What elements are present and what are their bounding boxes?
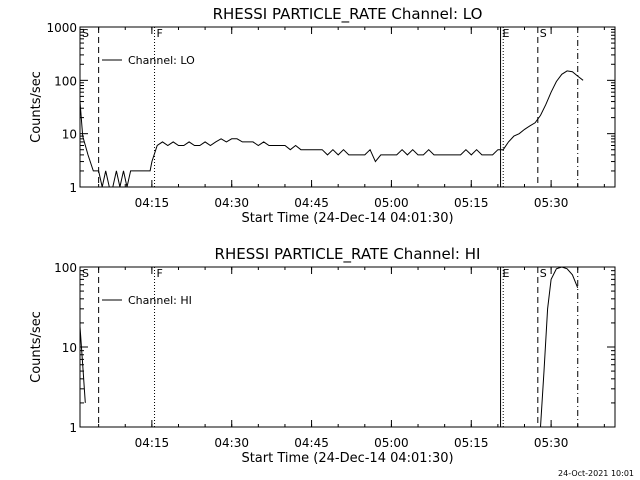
x-tick-label: 05:30 (534, 196, 569, 210)
x-tick-label: 04:15 (135, 436, 170, 450)
event-marker-label: S (540, 27, 547, 40)
x-tick-label: 05:00 (374, 436, 409, 450)
y-axis-label: Counts/sec (29, 71, 44, 143)
event-marker-label: S (82, 267, 89, 280)
series-line (540, 267, 579, 427)
x-axis-label: Start Time (24-Dec-14 04:01:30) (241, 451, 453, 466)
legend-entry-label: Channel: LO (128, 54, 195, 67)
plot-frame (79, 266, 616, 428)
y-axis-label: Counts/sec (29, 311, 44, 383)
y-tick-label: 10 (62, 128, 77, 142)
event-marker-label: F (157, 27, 163, 40)
legend-entry-label: Channel: HI (128, 294, 192, 307)
event-marker-label: E (503, 27, 510, 40)
y-tick-label: 1 (69, 181, 77, 195)
series-group (80, 70, 584, 187)
event-marker-label: F (157, 267, 163, 280)
timestamp-footer: 24-Oct-2021 10:01 (558, 469, 634, 478)
series-line (80, 326, 86, 403)
x-tick-label: 04:45 (294, 196, 329, 210)
event-marker-label: E (503, 267, 510, 280)
chart-title: RHESSI PARTICLE_RATE Channel: LO (213, 5, 483, 24)
x-tick-label: 04:30 (214, 436, 249, 450)
x-tick-label: 05:15 (454, 436, 489, 450)
series-line (80, 70, 584, 187)
x-axis-label: Start Time (24-Dec-14 04:01:30) (241, 211, 453, 226)
x-tick-label: 05:15 (454, 196, 489, 210)
x-tick-label: 05:30 (534, 436, 569, 450)
chart-title: RHESSI PARTICLE_RATE Channel: HI (215, 245, 481, 264)
y-tick-label: 10 (62, 341, 77, 355)
event-marker-label: S (82, 27, 89, 40)
event-marker-label: S (540, 267, 547, 280)
x-tick-label: 05:00 (374, 196, 409, 210)
y-tick-label: 1000 (46, 21, 77, 35)
y-tick-label: 100 (54, 261, 77, 275)
series-group (80, 267, 579, 427)
y-tick-label: 100 (54, 74, 77, 88)
plot-frame (79, 26, 616, 188)
panel-lo: RHESSI PARTICLE_RATE Channel: LO Start T… (29, 5, 616, 226)
y-tick-label: 1 (69, 421, 77, 435)
panel-hi: RHESSI PARTICLE_RATE Channel: HI Start T… (29, 245, 616, 466)
x-tick-label: 04:30 (214, 196, 249, 210)
x-tick-label: 04:45 (294, 436, 329, 450)
x-tick-label: 04:15 (135, 196, 170, 210)
